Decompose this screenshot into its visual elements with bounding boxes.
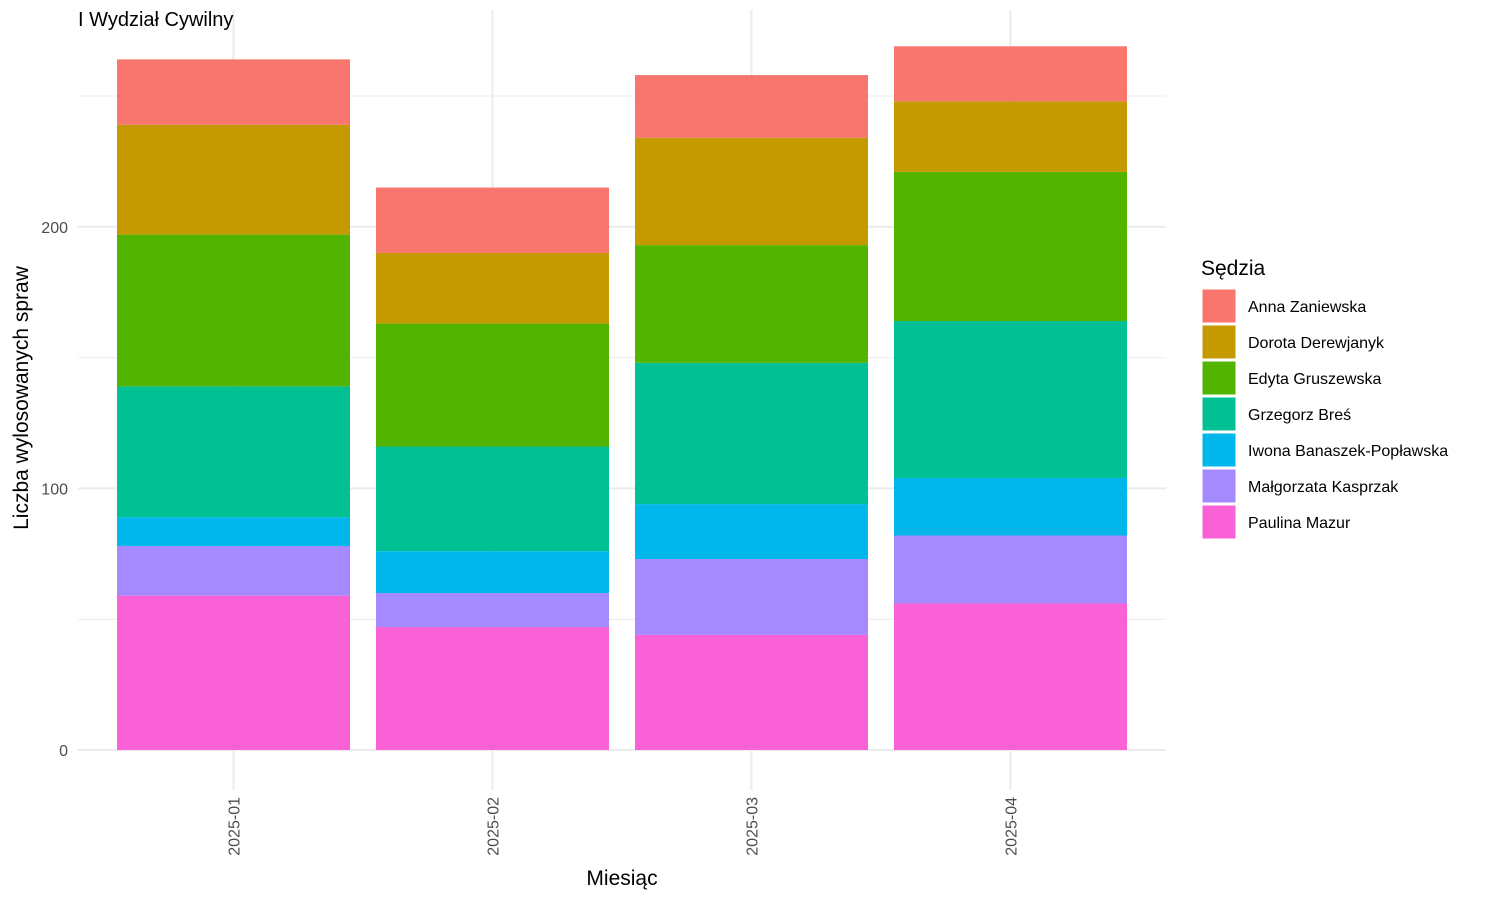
bar-segment xyxy=(376,627,609,750)
bar-segment xyxy=(117,124,350,235)
bar-segment xyxy=(117,234,350,387)
y-axis-title: Liczba wylosowanych spraw xyxy=(10,265,33,530)
bar-segment xyxy=(117,59,350,125)
bar-segment xyxy=(376,187,609,253)
legend-key xyxy=(1201,360,1237,396)
bar-segment xyxy=(376,446,609,552)
bar-segment xyxy=(376,323,609,447)
legend-key xyxy=(1201,396,1237,432)
legend-label: Małgorzata Kasprzak xyxy=(1248,479,1399,496)
bar-segment xyxy=(376,551,609,594)
bar-segment xyxy=(635,245,868,363)
legend-title: Sędzia xyxy=(1201,257,1266,280)
y-tick-label: 100 xyxy=(41,481,68,498)
bar-segment xyxy=(894,171,1127,321)
y-tick-label: 0 xyxy=(59,743,68,760)
bar-segment xyxy=(635,75,868,138)
bar-segment xyxy=(894,603,1127,750)
bar-segment xyxy=(894,320,1127,478)
legend-key xyxy=(1201,324,1237,360)
bars-layer xyxy=(117,46,1127,750)
legend-label: Iwona Banaszek-Popławska xyxy=(1248,443,1448,460)
legend-key xyxy=(1201,468,1237,504)
bar-segment xyxy=(117,545,350,596)
legend-key xyxy=(1201,432,1237,468)
bar-segment xyxy=(894,46,1127,102)
bar-segment xyxy=(376,593,609,628)
legend-key xyxy=(1201,288,1237,324)
y-tick-label: 200 xyxy=(41,220,68,237)
x-axis-title: Miesiąc xyxy=(586,867,657,890)
legend-label: Edyta Gruszewska xyxy=(1248,371,1381,388)
bar-segment xyxy=(376,252,609,324)
legend-label: Grzegorz Breś xyxy=(1248,407,1351,424)
legend-label: Paulina Mazur xyxy=(1248,515,1351,532)
bar-segment xyxy=(635,504,868,560)
bar-segment xyxy=(635,362,868,505)
legend: Sędzia Anna Zaniewska Dorota Derewjanyk Ed… xyxy=(1201,257,1448,540)
legend-items: Anna Zaniewska Dorota Derewjanyk Edyta Gru… xyxy=(1201,288,1448,540)
bar-segment xyxy=(635,137,868,246)
bar-segment xyxy=(635,634,868,750)
bar-segment xyxy=(117,517,350,546)
bar-segment xyxy=(635,559,868,635)
bar-segment xyxy=(894,535,1127,604)
bar-segment xyxy=(117,595,350,750)
bar-segment xyxy=(894,101,1127,172)
bar-segment xyxy=(117,386,350,518)
legend-key xyxy=(1201,504,1237,540)
x-tick-label: 2025-03 xyxy=(745,797,762,856)
x-tick-label: 2025-01 xyxy=(227,797,244,856)
chart-title: I Wydział Cywilny xyxy=(78,9,233,31)
legend-label: Dorota Derewjanyk xyxy=(1248,335,1385,352)
x-tick-label: 2025-04 xyxy=(1004,797,1021,856)
axis-layer: 0 100 200 2025-01 2025-02 2025-03 2025-04 xyxy=(41,220,1020,856)
x-tick-label: 2025-02 xyxy=(486,797,503,856)
bar-segment xyxy=(894,477,1127,536)
legend-label: Anna Zaniewska xyxy=(1248,299,1366,316)
